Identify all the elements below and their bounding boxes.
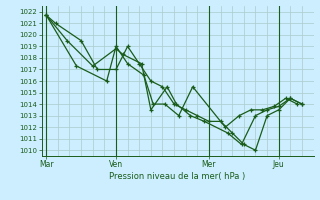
X-axis label: Pression niveau de la mer( hPa ): Pression niveau de la mer( hPa ): [109, 172, 246, 181]
